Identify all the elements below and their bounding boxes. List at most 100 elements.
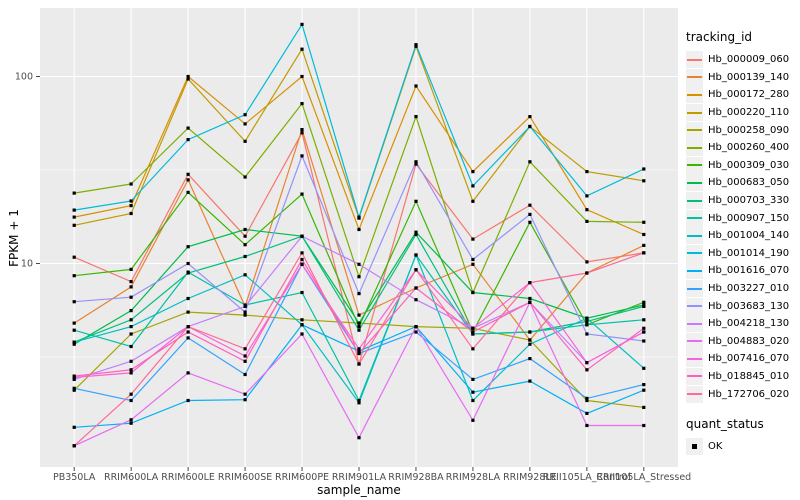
legend-key-swatch [686,385,703,403]
data-point [243,227,247,232]
legend-item-label: Hb_000907_150 [708,212,790,224]
data-point [243,347,247,351]
data-point [72,377,76,381]
x-tick-label: RRIM600SE [218,472,272,483]
legend-item-label: Hb_172706_020 [708,388,790,400]
data-point [129,332,133,336]
data-point [243,273,247,277]
legend-item-Hb_000907_150: Hb_000907_150 [686,209,798,227]
data-point [642,383,646,387]
data-point [642,366,646,370]
data-point [642,243,646,247]
data-point [528,203,532,207]
data-point [471,330,475,334]
legend-key-swatch [686,174,703,192]
data-point [585,260,589,264]
data-point [300,74,304,79]
x-tick-label: RRIM901LA [332,472,387,483]
data-point [243,113,247,117]
x-tick-label: RRIM928BA [388,472,444,483]
data-point [471,257,475,262]
legend: tracking_id Hb_000009_060 Hb_000139_140 Hb… [686,30,798,456]
legend-item-label: Hb_003227_010 [708,283,790,295]
data-point [642,330,646,334]
data-point [642,300,646,304]
data-point [642,326,646,330]
legend-key-line [687,111,702,114]
legend-key-line [687,393,702,396]
data-point [357,275,361,279]
legend-key-line [687,129,702,132]
legend-item-label: Hb_018845_010 [708,370,790,382]
legend-item-Hb_000258_090: Hb_000258_090 [686,121,798,139]
data-point [414,84,418,88]
data-point [528,220,532,224]
data-point [186,310,190,314]
legend-key-line [687,76,702,79]
data-point [300,262,304,266]
legend-key-swatch [686,121,703,139]
data-point [300,290,304,295]
data-point [186,77,190,81]
data-point [300,131,304,135]
data-point [243,234,247,238]
data-point [471,418,475,422]
data-point [414,232,418,237]
data-point [300,257,304,262]
legend-item-label: Hb_001004_140 [708,230,790,242]
legend-key-line [687,340,702,343]
data-point [585,319,589,323]
legend-key-swatch [686,227,703,245]
legend-item-label: Hb_007416_070 [708,353,790,365]
data-point [471,170,475,174]
legend-key-line [687,93,702,96]
data-point [300,154,304,158]
data-point [129,318,133,322]
legend-title-tracking-id: tracking_id [686,30,753,44]
data-point [129,182,133,186]
legend-item-Hb_000139_140: Hb_000139_140 [686,68,798,87]
data-point [243,139,247,143]
x-axis-title: sample_name [317,483,401,497]
data-point [471,237,475,241]
legend-item-Hb_172706_020: Hb_172706_020 [686,385,798,403]
data-point [243,313,247,317]
legend-item-label: Hb_000220_110 [708,107,790,119]
data-point [585,208,589,212]
legend-key-swatch [686,350,703,368]
data-point [585,398,589,403]
data-point [186,190,190,194]
data-point [186,325,190,329]
x-tick-label: RRII105LA_Stressed [596,472,691,483]
data-point [414,115,418,119]
data-point [243,122,247,126]
data-point [528,330,532,334]
data-point [642,251,646,255]
legend-item-label: OK [708,441,723,453]
data-point [129,267,133,271]
data-point [357,325,361,329]
data-point [129,325,133,329]
data-point [129,204,133,208]
data-point [129,309,133,313]
data-point [186,172,190,176]
data-point [357,349,361,353]
x-tick-label: RRIM600LA [104,472,159,483]
data-point [243,359,247,363]
data-point [72,444,76,448]
data-point [528,124,532,129]
data-point [129,418,133,422]
data-point [528,115,532,119]
data-point [357,262,361,266]
black-square-marker-icon [692,444,697,450]
data-point [357,313,361,317]
legend-title-quant-status: quant_status [686,416,764,431]
legend-key-line [687,287,702,290]
legend-key-swatch [686,262,703,280]
data-point [300,102,304,106]
data-point [414,286,418,290]
data-point [129,392,133,396]
data-point [471,398,475,403]
data-point [300,192,304,196]
data-point [528,342,532,346]
